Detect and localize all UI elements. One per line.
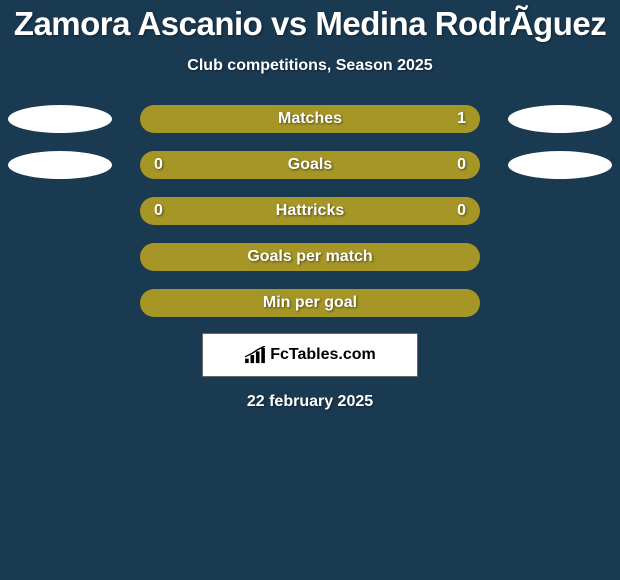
chart-icon	[244, 346, 266, 364]
stat-label: Goals per match	[247, 248, 372, 266]
ellipse-right	[508, 105, 612, 133]
ellipse-right	[508, 151, 612, 179]
main-container: Zamora Ascanio vs Medina RodrÃ­guez Club…	[0, 0, 620, 411]
stat-value-left: 0	[154, 156, 163, 174]
stats-wrapper: Matches 1 0 Goals 0 0 Hattricks 0 Goals per matc…	[0, 105, 620, 317]
stat-row: Goals per match	[0, 243, 620, 271]
stat-row: 0 Goals 0	[0, 151, 620, 179]
logo-box: FcTables.com	[202, 333, 418, 377]
stat-bar: Min per goal	[140, 289, 480, 317]
stat-label: Min per goal	[263, 294, 357, 312]
stat-row: Matches 1	[0, 105, 620, 133]
stat-value-right: 1	[457, 110, 466, 128]
page-title: Zamora Ascanio vs Medina RodrÃ­guez	[14, 5, 606, 43]
stat-label: Hattricks	[276, 202, 344, 220]
stat-bar: 0 Goals 0	[140, 151, 480, 179]
stat-row: 0 Hattricks 0	[0, 197, 620, 225]
stat-bar: Goals per match	[140, 243, 480, 271]
date-text: 22 february 2025	[247, 393, 373, 411]
logo-text: FcTables.com	[270, 346, 376, 364]
stat-value-right: 0	[457, 202, 466, 220]
stat-bar: 0 Hattricks 0	[140, 197, 480, 225]
stat-bar: Matches 1	[140, 105, 480, 133]
stat-label: Matches	[278, 110, 342, 128]
stat-value-right: 0	[457, 156, 466, 174]
stat-value-left: 0	[154, 202, 163, 220]
logo-content: FcTables.com	[244, 346, 376, 364]
ellipse-left	[8, 105, 112, 133]
ellipse-left	[8, 151, 112, 179]
stat-label: Goals	[288, 156, 332, 174]
page-subtitle: Club competitions, Season 2025	[187, 57, 432, 75]
stat-row: Min per goal	[0, 289, 620, 317]
